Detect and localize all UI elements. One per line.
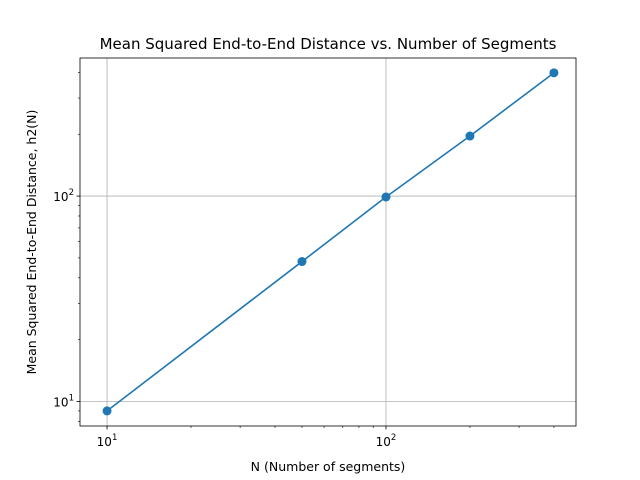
data-point	[381, 192, 391, 202]
series-markers	[102, 68, 559, 416]
y-tick-label: 101	[53, 394, 74, 410]
data-point	[465, 131, 475, 141]
x-tick-label: 101	[97, 433, 118, 449]
data-point	[102, 406, 112, 416]
data-point	[549, 68, 559, 78]
major-ticks	[76, 195, 387, 430]
y-axis-label: Mean Squared End-to-End Distance, h2(N)	[24, 110, 39, 375]
x-axis-label: N (Number of segments)	[251, 459, 406, 474]
y-tick-label: 102	[53, 188, 74, 204]
data-point	[297, 257, 307, 267]
x-tick-label: 102	[376, 433, 397, 449]
chart-title: Mean Squared End-to-End Distance vs. Num…	[100, 35, 557, 53]
grid	[80, 58, 576, 426]
plot-frame	[79, 57, 577, 427]
